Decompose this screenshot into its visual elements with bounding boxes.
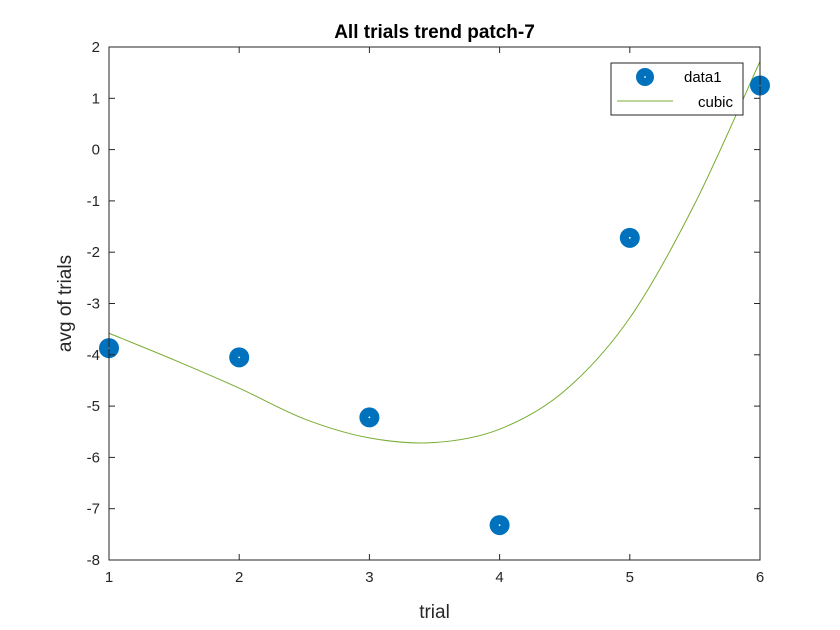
x-tick-label: 4	[495, 569, 503, 586]
y-tick-label: -7	[87, 501, 100, 518]
y-tick-label: -6	[87, 449, 100, 466]
legend-label-cubic: cubic	[698, 94, 734, 111]
y-tick-label: -2	[87, 244, 100, 261]
x-tick-label: 5	[626, 569, 634, 586]
curve-layer	[108, 61, 761, 444]
x-axis-label: trial	[419, 602, 450, 623]
y-tick-label: -4	[87, 347, 100, 364]
x-tick-label: 2	[235, 569, 243, 586]
chart-title: All trials trend patch-7	[334, 22, 535, 43]
y-tick-label: 0	[92, 142, 100, 159]
y-tick-label: -8	[87, 552, 100, 569]
data-point-center	[368, 416, 371, 419]
y-tick-label: -5	[87, 398, 100, 415]
legend: data1 cubic	[610, 62, 744, 116]
y-axis-label: avg of trials	[55, 255, 76, 352]
x-tick-label: 3	[365, 569, 373, 586]
legend-label-data1: data1	[684, 69, 722, 86]
legend-marker-center	[644, 76, 646, 78]
y-tick-label: 1	[92, 90, 100, 107]
plot-area	[109, 47, 760, 560]
x-tick-label: 1	[105, 569, 113, 586]
y-tick-label: 2	[92, 39, 100, 56]
y-tick-label: -1	[87, 193, 100, 210]
data-point-center	[498, 524, 501, 527]
legend-box	[610, 62, 744, 116]
y-tick-label: -3	[87, 296, 100, 313]
y-ticks: 2 1 0 -1 -2 -3 -4 -5 -6 -7 -8	[87, 39, 760, 569]
data-point-center	[628, 236, 631, 239]
x-tick-label: 6	[756, 569, 764, 586]
series-line-cubic	[108, 61, 761, 444]
data-point-center	[238, 356, 241, 359]
x-ticks: 1 2 3 4 5 6	[105, 47, 764, 586]
